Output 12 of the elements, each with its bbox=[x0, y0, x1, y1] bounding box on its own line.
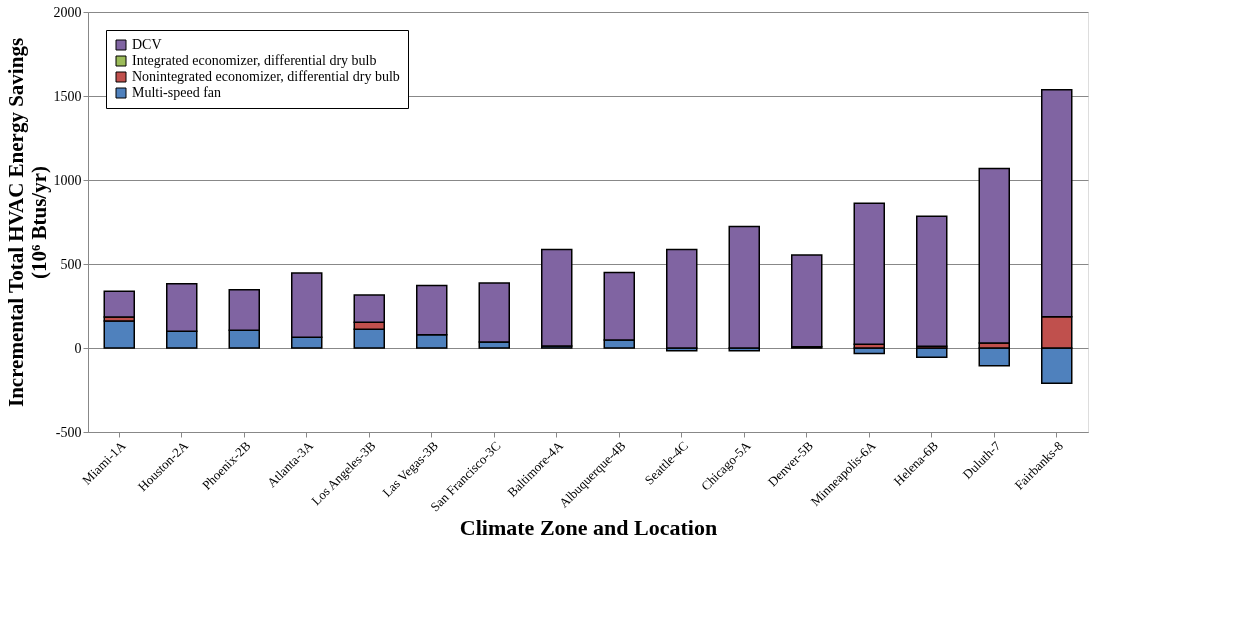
x-axis-title: Climate Zone and Location bbox=[459, 515, 718, 541]
legend-label: Integrated economizer, differential dry bulb bbox=[132, 53, 377, 68]
y-axis-title: Incremental Total HVAC Energy Savings (10⁶ Btus/yr) bbox=[3, 37, 51, 408]
legend-label: Multi-speed fan bbox=[132, 85, 222, 100]
y-tick-label: 2000 bbox=[53, 4, 82, 20]
y-tick-label: 0 bbox=[74, 340, 82, 356]
y-tick-label: 1000 bbox=[53, 172, 82, 188]
y-tick-label: 500 bbox=[60, 256, 82, 272]
y-tick-label: 1500 bbox=[53, 88, 82, 104]
y-tick-label: -500 bbox=[55, 424, 82, 440]
legend-label: DCV bbox=[132, 37, 162, 52]
legend-label: Nonintegrated economizer, differential dry bulb bbox=[132, 69, 400, 84]
